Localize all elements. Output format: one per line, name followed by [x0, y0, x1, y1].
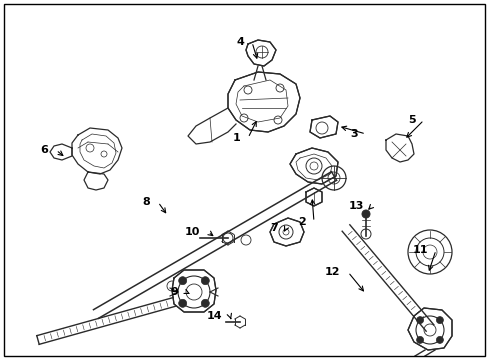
Text: 3: 3 [350, 129, 357, 139]
Polygon shape [289, 148, 337, 184]
Text: 1: 1 [232, 133, 240, 143]
Circle shape [361, 210, 369, 218]
Text: 7: 7 [270, 223, 278, 233]
Polygon shape [269, 218, 304, 246]
Polygon shape [305, 188, 321, 206]
Text: 6: 6 [40, 145, 48, 155]
Text: 2: 2 [298, 217, 305, 227]
Polygon shape [407, 308, 451, 350]
Circle shape [201, 299, 209, 307]
Text: 5: 5 [407, 115, 415, 125]
Text: 13: 13 [348, 201, 363, 211]
Text: 9: 9 [170, 287, 178, 297]
Polygon shape [227, 72, 299, 132]
Polygon shape [245, 40, 275, 66]
Circle shape [416, 316, 423, 324]
Polygon shape [309, 116, 337, 138]
Text: 4: 4 [236, 37, 244, 47]
Circle shape [416, 336, 423, 343]
Text: 14: 14 [206, 311, 222, 321]
Circle shape [201, 277, 209, 285]
Text: 10: 10 [184, 227, 200, 237]
Text: 8: 8 [142, 197, 150, 207]
Text: 11: 11 [412, 245, 427, 255]
Circle shape [435, 316, 443, 324]
Text: 12: 12 [324, 267, 339, 277]
Circle shape [178, 299, 186, 307]
Polygon shape [172, 270, 216, 312]
Circle shape [435, 336, 443, 343]
Circle shape [178, 277, 186, 285]
